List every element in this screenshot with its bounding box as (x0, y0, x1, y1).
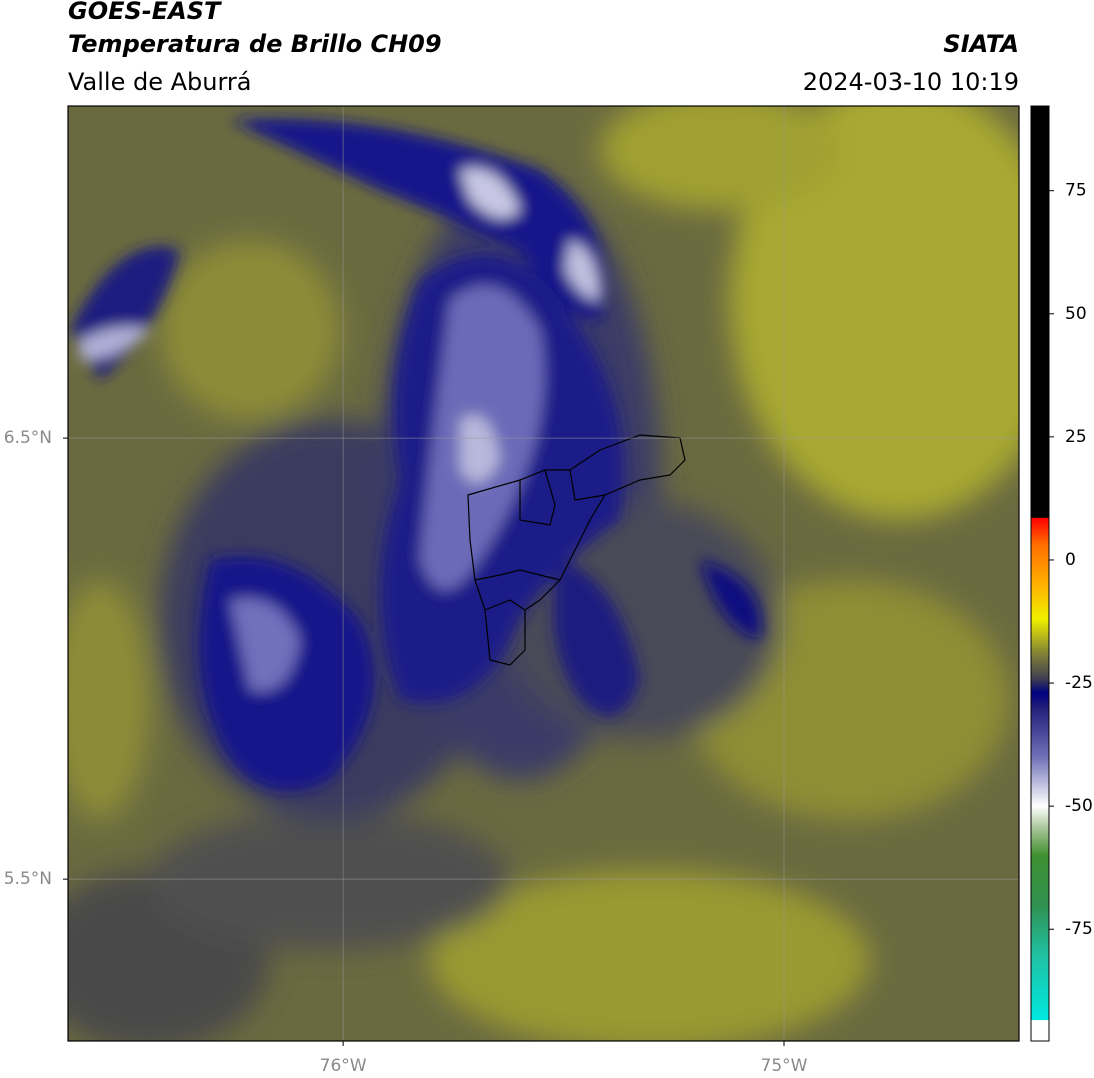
colorbar (1030, 105, 1050, 1042)
satellite-image (68, 106, 1019, 1041)
region: Valle de Aburrá (68, 68, 252, 96)
title: GOES-EAST (68, 0, 222, 25)
colorbar-tick-label: 50 (1065, 304, 1087, 324)
y-tick-label: 6.5°N (4, 428, 52, 448)
colorbar-tick-label: -25 (1065, 673, 1093, 693)
colorbar-tick-label: 0 (1065, 550, 1076, 570)
colorbar-tick-label: 25 (1065, 427, 1087, 447)
source: SIATA (943, 30, 1019, 58)
datetime: 2024-03-10 10:19 (803, 68, 1019, 96)
x-tick-label: 75°W (761, 1056, 808, 1076)
x-tick-label: 76°W (320, 1056, 367, 1076)
colorbar-tick-label: -50 (1065, 796, 1093, 816)
colorbar-tick-label: -75 (1065, 919, 1093, 939)
map-frame (67, 105, 1020, 1042)
boundaries (467, 434, 686, 666)
colorbar-tick-label: 75 (1065, 181, 1087, 201)
subtitle: Temperatura de Brillo CH09 (68, 30, 442, 58)
y-tick-label: 5.5°N (4, 869, 52, 889)
